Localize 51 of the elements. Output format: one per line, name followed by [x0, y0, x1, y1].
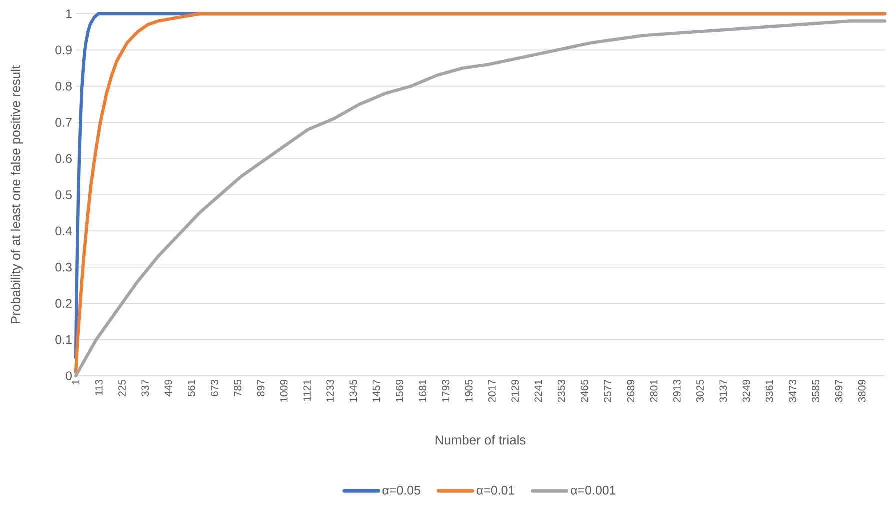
- x-tick-label: 337: [142, 380, 150, 397]
- x-tick-label: 2465: [580, 380, 588, 402]
- y-tick-label: 0.2: [56, 299, 72, 308]
- x-tick-label: 2017: [488, 380, 496, 402]
- x-tick-label: 2801: [650, 380, 658, 402]
- y-tick-label: 0: [66, 372, 72, 380]
- x-tick-label: 1: [72, 380, 80, 385]
- legend-label: α=0.01: [476, 486, 515, 495]
- x-tick-label: 785: [234, 380, 242, 396]
- x-tick-label: 561: [188, 380, 196, 397]
- legend-label: α=0.05: [382, 486, 420, 495]
- y-tick-label: 0.5: [56, 190, 72, 200]
- x-tick-label: 1905: [465, 380, 473, 402]
- x-tick-label: 2913: [673, 380, 681, 402]
- y-tick-label: 0.6: [56, 154, 72, 164]
- x-tick-label: 3025: [696, 380, 704, 402]
- x-tick-label: 225: [118, 380, 126, 396]
- y-axis-title: Probability of at least one false positive result: [10, 66, 23, 324]
- x-tick-label: 1121: [304, 380, 311, 402]
- x-tick-label: 1569: [396, 380, 404, 402]
- x-tick-label: 449: [164, 380, 172, 397]
- x-tick-label: 3809: [858, 380, 866, 402]
- x-tick-label: 1345: [350, 380, 358, 402]
- y-tick-label: 0.9: [56, 46, 72, 55]
- x-tick-label: 1009: [280, 380, 288, 402]
- x-tick-label: 3473: [789, 380, 796, 402]
- y-tick-label: 0.7: [56, 118, 72, 128]
- y-tick-label: 0.8: [56, 82, 72, 91]
- legend-label: α=0.001: [571, 486, 616, 495]
- y-tick-label: 0.1: [56, 335, 72, 344]
- x-tick-label: 3697: [835, 380, 843, 402]
- x-tick-label: 3137: [720, 380, 728, 402]
- x-tick-label: 1793: [442, 380, 450, 402]
- x-tick-label: 3249: [742, 380, 750, 402]
- x-tick-label: 1233: [326, 380, 334, 402]
- x-tick-label: 3585: [812, 380, 820, 402]
- x-tick-label: 3361: [766, 380, 774, 402]
- x-tick-label: 2241: [534, 380, 542, 402]
- y-tick-label: 1: [66, 10, 72, 18]
- x-tick-label: 2129: [512, 380, 519, 402]
- y-tick-label: 0.4: [56, 226, 72, 236]
- x-tick-label: 1681: [419, 380, 427, 402]
- x-tick-label: 2577: [604, 380, 612, 402]
- y-tick-label: 0.3: [56, 263, 72, 272]
- x-axis-title: Number of trials: [436, 435, 526, 445]
- x-tick-label: 2353: [558, 380, 566, 402]
- x-tick-label: 1457: [372, 380, 380, 402]
- x-tick-label: 897: [257, 380, 265, 397]
- x-tick-label: 113: [95, 380, 103, 396]
- x-tick-label: 673: [211, 380, 218, 396]
- x-tick-label: 2689: [627, 380, 635, 402]
